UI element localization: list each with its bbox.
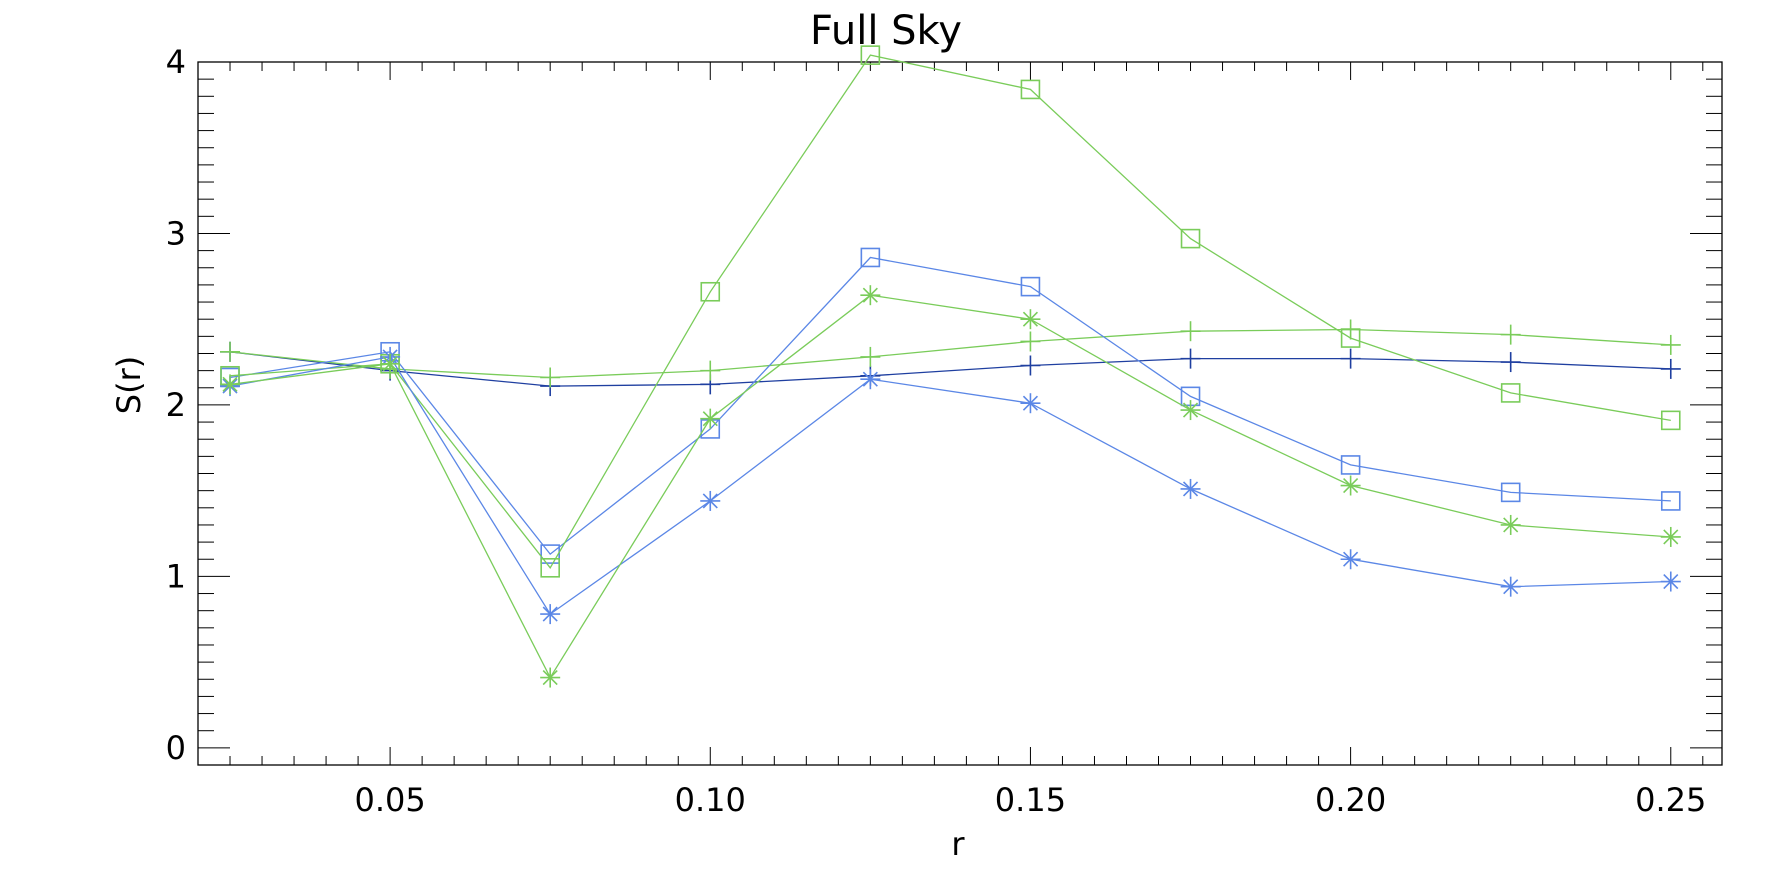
- data-point: [1340, 549, 1361, 570]
- data-point: [1020, 355, 1041, 376]
- data-point: [1340, 348, 1361, 369]
- chart-title: Full Sky: [810, 8, 962, 54]
- data-point: [1340, 328, 1361, 348]
- data-point: [1020, 309, 1041, 330]
- series-1: [220, 341, 1681, 397]
- data-point: [1660, 358, 1681, 379]
- x-tick-label: 0.05: [354, 781, 425, 819]
- data-point: [1340, 455, 1361, 475]
- data-point: [1180, 348, 1201, 369]
- series-line: [229, 294, 1671, 679]
- data-point: [540, 667, 561, 688]
- data-point: [1340, 475, 1361, 496]
- data-point: [1180, 321, 1201, 342]
- axes: 0.05 0.10 0.15 0.20 0.25 0 1 2 3 4: [166, 43, 1723, 819]
- x-axis-label: r: [951, 825, 965, 863]
- data-point: [1500, 352, 1521, 373]
- data-point: [1660, 571, 1681, 592]
- series-line: [229, 256, 1671, 556]
- data-point: [1660, 410, 1681, 431]
- data-point: [540, 558, 560, 578]
- data-point: [1020, 276, 1041, 297]
- y-tick-label: 3: [166, 214, 186, 252]
- data-point: [1660, 491, 1681, 511]
- series-line: [229, 54, 1671, 569]
- series-6: [220, 285, 1681, 688]
- y-tick-label: 1: [166, 557, 186, 595]
- series-3: [220, 247, 1681, 564]
- x-tick-label: 0.20: [1315, 781, 1386, 819]
- data-point: [380, 353, 401, 374]
- data-point: [700, 281, 721, 302]
- data-point: [540, 367, 561, 388]
- data-point: [860, 285, 881, 306]
- data-point: [540, 544, 560, 564]
- series-line: [229, 356, 1671, 616]
- series-4: [220, 45, 1681, 578]
- data-point: [1500, 576, 1521, 597]
- series-line: [229, 351, 1671, 387]
- data-point: [1500, 482, 1521, 503]
- data-point: [700, 490, 721, 511]
- data-point: [1660, 334, 1681, 355]
- data-point: [1500, 383, 1521, 403]
- data-point: [220, 341, 241, 362]
- plot-frame: [197, 61, 1723, 766]
- data-point: [860, 346, 881, 367]
- data-point: [1020, 393, 1041, 414]
- x-tick-label: 0.15: [995, 781, 1066, 819]
- y-axis-label: S(r): [110, 356, 148, 414]
- data-point: [1180, 478, 1201, 499]
- data-point: [860, 369, 881, 390]
- data-point: [1660, 526, 1681, 547]
- series-layer: [220, 45, 1681, 688]
- data-point: [1500, 324, 1521, 345]
- series-5: [220, 346, 1681, 625]
- y-tick-label: 2: [166, 386, 186, 424]
- y-tick-label: 0: [166, 729, 186, 767]
- data-point: [1020, 331, 1041, 352]
- data-point: [860, 247, 881, 268]
- data-point: [540, 604, 561, 625]
- data-point: [1020, 79, 1041, 100]
- data-point: [700, 408, 721, 429]
- data-point: [220, 374, 241, 395]
- series-line: [229, 328, 1671, 379]
- series-2: [220, 319, 1681, 388]
- data-point: [1180, 400, 1201, 421]
- x-tick-label: 0.10: [675, 781, 746, 819]
- data-point: [1500, 514, 1521, 535]
- y-tick-label: 4: [166, 43, 186, 81]
- x-tick-label: 0.25: [1635, 781, 1706, 819]
- data-point: [700, 360, 721, 381]
- data-point: [1180, 228, 1201, 249]
- data-point: [860, 45, 881, 65]
